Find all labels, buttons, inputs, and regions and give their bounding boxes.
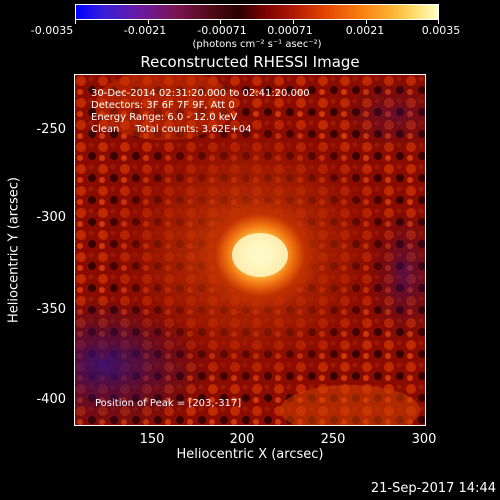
x-axis-label: Heliocentric X (arcsec) [176,447,324,462]
rhessi-heatmap [75,75,425,425]
colorbar-tick-label: 0.0021 [345,24,385,37]
colorbar-tick-label: 0.00071 [267,24,313,37]
y-tick-label: -250 [36,122,66,137]
colorbar-tick [75,20,76,24]
clean-counts-info: Clean Total counts: 3.62E+04 [91,124,252,135]
x-tick-label: 200 [229,432,255,447]
colorbar-tick [438,20,439,24]
plot-timestamp: 21-Sep-2017 14:44 [370,481,496,496]
y-axis-label: Heliocentric Y (arcsec) [6,177,22,323]
rhessi-image: 30-Dec-2014 02:31:20.000 to 02:41:20.000… [74,74,426,426]
y-tick-label: -350 [36,302,66,317]
colorbar-units: (photons cm⁻² s⁻¹ asec⁻²) [192,39,322,50]
observation-time: 30-Dec-2014 02:31:20.000 to 02:41:20.000 [91,88,310,99]
colorbar [75,4,439,20]
energy-range-info: Energy Range: 6.0 - 12.0 keV [91,112,238,123]
detectors-info: Detectors: 3F 6F 7F 9F, Att 0 [91,100,235,111]
colorbar-gradient [76,5,438,19]
colorbar-tick-label: -0.00071 [197,24,247,37]
colorbar-tick-label: -0.0035 [30,24,74,37]
y-tick-label: -300 [36,210,66,225]
colorbar-tick-label: 0.0035 [421,24,461,37]
peak-position-info: Position of Peak = [203,-317] [95,398,242,409]
y-tick-label: -400 [36,392,66,407]
colorbar-tick [148,20,149,24]
colorbar-tick-label: -0.0021 [123,24,167,37]
x-tick-label: 250 [320,432,346,447]
colorbar-tick [366,20,367,24]
x-tick-label: 150 [139,432,165,447]
colorbar-tick [293,20,294,24]
colorbar-tick [220,20,221,24]
x-tick-label: 300 [411,432,437,447]
image-title: Reconstructed RHESSI Image [140,53,360,71]
